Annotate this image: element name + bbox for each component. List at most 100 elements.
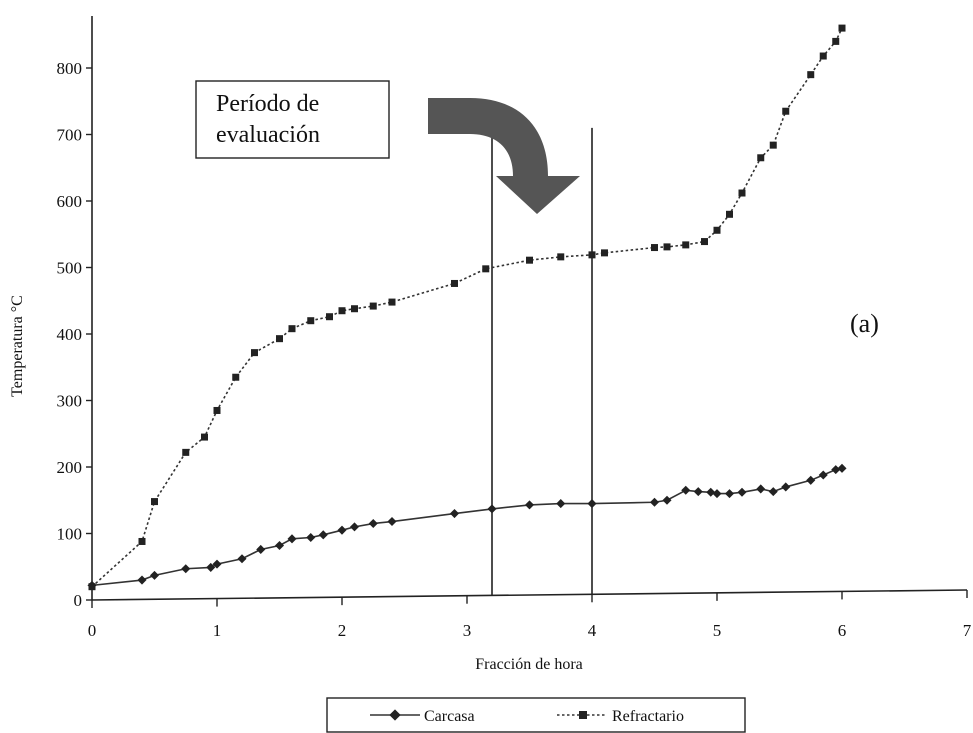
data-point-refractario (726, 210, 733, 218)
data-point-carcasa (368, 518, 378, 529)
data-point-refractario (738, 189, 746, 197)
y-tick-label: 600 (57, 192, 83, 211)
data-point-refractario (769, 141, 777, 149)
series-layer (87, 24, 847, 591)
data-point-carcasa (706, 487, 716, 497)
data-point-refractario (326, 313, 333, 321)
y-axis-title: Temperatura °C (9, 295, 26, 397)
data-point-refractario (757, 154, 765, 162)
data-point-carcasa (349, 522, 360, 532)
data-point-refractario (307, 317, 315, 325)
period-annotation-line2: evaluación (216, 122, 320, 148)
y-tick-label: 400 (57, 325, 83, 344)
data-point-refractario (213, 406, 221, 414)
data-point-refractario (232, 373, 240, 381)
period-annotation-line1: Período de (216, 91, 319, 117)
data-point-refractario (151, 498, 158, 506)
data-point-refractario (251, 349, 258, 357)
data-point-refractario (182, 448, 190, 456)
data-point-refractario (482, 265, 490, 273)
x-tick-label: 5 (713, 621, 722, 640)
curved-arrow-icon (428, 98, 580, 214)
data-point-carcasa (137, 575, 147, 585)
y-tick-label: 300 (57, 392, 83, 411)
series-line-refractario (91, 27, 843, 588)
evaluation-period-lines (491, 127, 593, 595)
data-point-carcasa (724, 489, 735, 499)
x-axis (91, 589, 968, 601)
data-point-carcasa (306, 532, 316, 543)
data-point-refractario (819, 52, 827, 60)
y-tick-label: 500 (57, 259, 83, 278)
data-point-carcasa (737, 487, 747, 497)
data-point-carcasa (649, 497, 660, 507)
data-point-refractario (338, 307, 346, 315)
data-point-carcasa (756, 484, 766, 494)
period-annotation-box (195, 80, 390, 159)
data-point-carcasa (181, 564, 191, 574)
data-point-carcasa (449, 509, 460, 519)
data-point-refractario (138, 537, 146, 545)
data-point-carcasa (318, 530, 328, 540)
data-point-refractario (682, 241, 690, 249)
data-point-carcasa (556, 499, 566, 509)
data-point-refractario (369, 302, 377, 310)
data-point-carcasa (806, 475, 816, 485)
panel-label: (a) (850, 309, 879, 338)
x-tick-label: 3 (463, 621, 472, 640)
y-tick-label: 800 (57, 59, 83, 78)
data-point-carcasa (524, 500, 535, 510)
data-point-refractario (526, 256, 533, 264)
legend-carcasa-marker (389, 709, 401, 721)
legend: Carcasa Refractario (326, 697, 746, 733)
data-point-carcasa (681, 485, 691, 495)
data-point-carcasa (587, 499, 597, 509)
data-point-refractario (838, 24, 846, 32)
data-point-refractario (388, 298, 396, 306)
data-point-refractario (832, 37, 840, 45)
data-point-refractario (588, 251, 596, 259)
data-point-refractario (351, 305, 358, 313)
x-tick-label: 2 (338, 621, 347, 640)
data-point-refractario (276, 335, 283, 343)
x-axis-title: Fracción de hora (475, 656, 583, 673)
data-point-carcasa (662, 495, 672, 505)
data-point-carcasa (274, 540, 285, 550)
data-point-carcasa (287, 534, 297, 544)
data-point-carcasa (712, 489, 722, 499)
data-point-refractario (601, 249, 608, 257)
data-point-refractario (557, 253, 565, 261)
data-point-carcasa (237, 554, 247, 564)
data-point-carcasa (487, 504, 497, 514)
x-tick-label: 6 (838, 621, 847, 640)
legend-carcasa-label: Carcasa (424, 708, 475, 725)
data-point-carcasa (337, 525, 347, 535)
legend-refractario-label: Refractario (612, 708, 684, 725)
data-point-refractario (701, 238, 708, 246)
x-tick-label: 1 (213, 621, 222, 640)
data-point-carcasa (693, 487, 703, 497)
x-tick-label: 0 (88, 621, 97, 640)
data-point-refractario (713, 226, 721, 234)
x-tick-label: 4 (588, 621, 597, 640)
data-point-carcasa (206, 562, 216, 572)
y-tick-label: 0 (74, 591, 83, 610)
data-point-refractario (782, 107, 790, 115)
data-point-carcasa (149, 570, 160, 580)
period-annotation: Período de evaluación (195, 80, 390, 159)
data-point-carcasa (818, 470, 828, 480)
y-tick-label: 200 (57, 458, 83, 477)
data-point-carcasa (387, 517, 397, 527)
data-point-carcasa (256, 544, 266, 554)
series-line-carcasa (91, 467, 843, 587)
data-point-carcasa (781, 482, 791, 492)
legend-refractario-marker (579, 711, 587, 719)
y-ticks: 0 100 200 300 400 500 600 700 800 (57, 59, 92, 610)
data-point-refractario (288, 325, 296, 333)
data-point-refractario (807, 71, 815, 79)
data-point-carcasa (837, 463, 847, 473)
data-point-refractario (201, 433, 208, 441)
data-point-refractario (88, 583, 96, 591)
data-point-refractario (651, 244, 658, 252)
